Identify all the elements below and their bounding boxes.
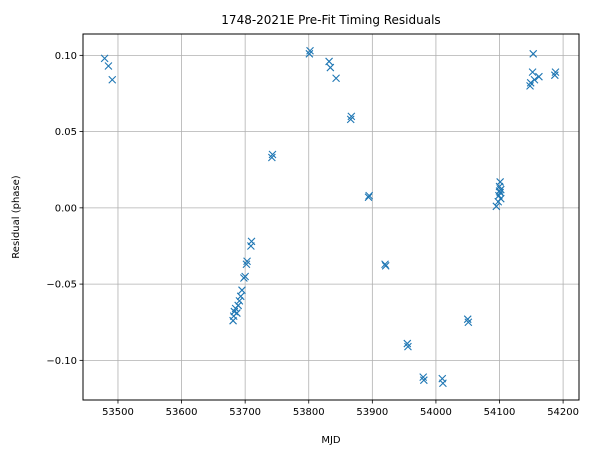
ticks: 53500 53600 53700 53800 53900 54000 54100 54200…	[46, 51, 579, 418]
data-point-marker	[268, 150, 277, 159]
data-point-marker	[234, 301, 243, 310]
data-point-marker	[347, 112, 356, 121]
data-point-marker	[100, 54, 109, 63]
data-point-marker	[365, 191, 374, 200]
data-point-marker	[325, 57, 333, 66]
data-point-marker	[305, 49, 314, 58]
data-point-marker	[463, 315, 472, 324]
data-point-marker	[247, 237, 256, 246]
data-point-marker	[529, 49, 538, 58]
data-point-marker	[238, 286, 246, 295]
data-point-marker	[535, 72, 543, 81]
data-points	[100, 46, 560, 388]
y-axis-label: Residual (phase)	[11, 175, 22, 258]
data-point-marker	[550, 71, 559, 80]
data-point-marker	[306, 46, 314, 55]
x-axis-label: MJD	[321, 435, 341, 446]
data-point-marker	[235, 296, 244, 305]
x-tick-label: 53600	[166, 407, 198, 418]
data-point-marker	[496, 185, 505, 194]
y-tick-label: 0.00	[55, 203, 77, 214]
data-point-marker	[419, 376, 428, 385]
y-tick-label: −0.05	[46, 280, 77, 291]
data-point-marker	[439, 379, 447, 388]
x-tick-label: 54100	[484, 407, 516, 418]
data-point-marker	[108, 75, 117, 84]
data-point-marker	[464, 318, 473, 327]
data-point-marker	[236, 292, 245, 301]
y-tick-label: 0.10	[55, 51, 77, 62]
x-tick-label: 53700	[229, 407, 261, 418]
data-point-marker	[496, 188, 505, 197]
data-point-marker	[232, 309, 241, 317]
x-tick-label: 54000	[420, 407, 452, 418]
grid	[83, 34, 579, 400]
data-point-marker	[242, 260, 251, 269]
data-point-marker	[526, 81, 534, 90]
x-tick-label: 53500	[102, 407, 134, 418]
data-point-marker	[326, 63, 335, 72]
data-point-marker	[241, 272, 250, 281]
data-point-marker	[528, 68, 537, 77]
data-point-marker	[346, 115, 355, 124]
chart-title: 1748-2021E Pre-Fit Timing Residuals	[221, 13, 440, 27]
y-tick-label: −0.10	[46, 356, 77, 367]
data-point-marker	[332, 74, 340, 83]
x-tick-label: 53800	[293, 407, 325, 418]
data-point-marker	[243, 257, 251, 266]
data-point-marker	[104, 62, 113, 70]
data-point-marker	[267, 153, 276, 162]
data-point-marker	[492, 202, 501, 211]
plot-frame	[82, 33, 580, 401]
x-tick-label: 53900	[356, 407, 388, 418]
data-point-marker	[403, 339, 412, 348]
data-point-marker	[404, 342, 412, 351]
data-point-marker	[381, 261, 390, 270]
data-point-marker	[530, 75, 539, 84]
data-point-marker	[551, 68, 560, 77]
data-point-marker	[496, 194, 505, 203]
data-point-marker	[364, 193, 373, 202]
x-tick-label: 54200	[547, 407, 579, 418]
data-point-marker	[419, 373, 428, 382]
data-point-marker	[496, 178, 505, 186]
data-point-marker	[381, 260, 389, 269]
y-tick-label: 0.05	[55, 127, 77, 138]
